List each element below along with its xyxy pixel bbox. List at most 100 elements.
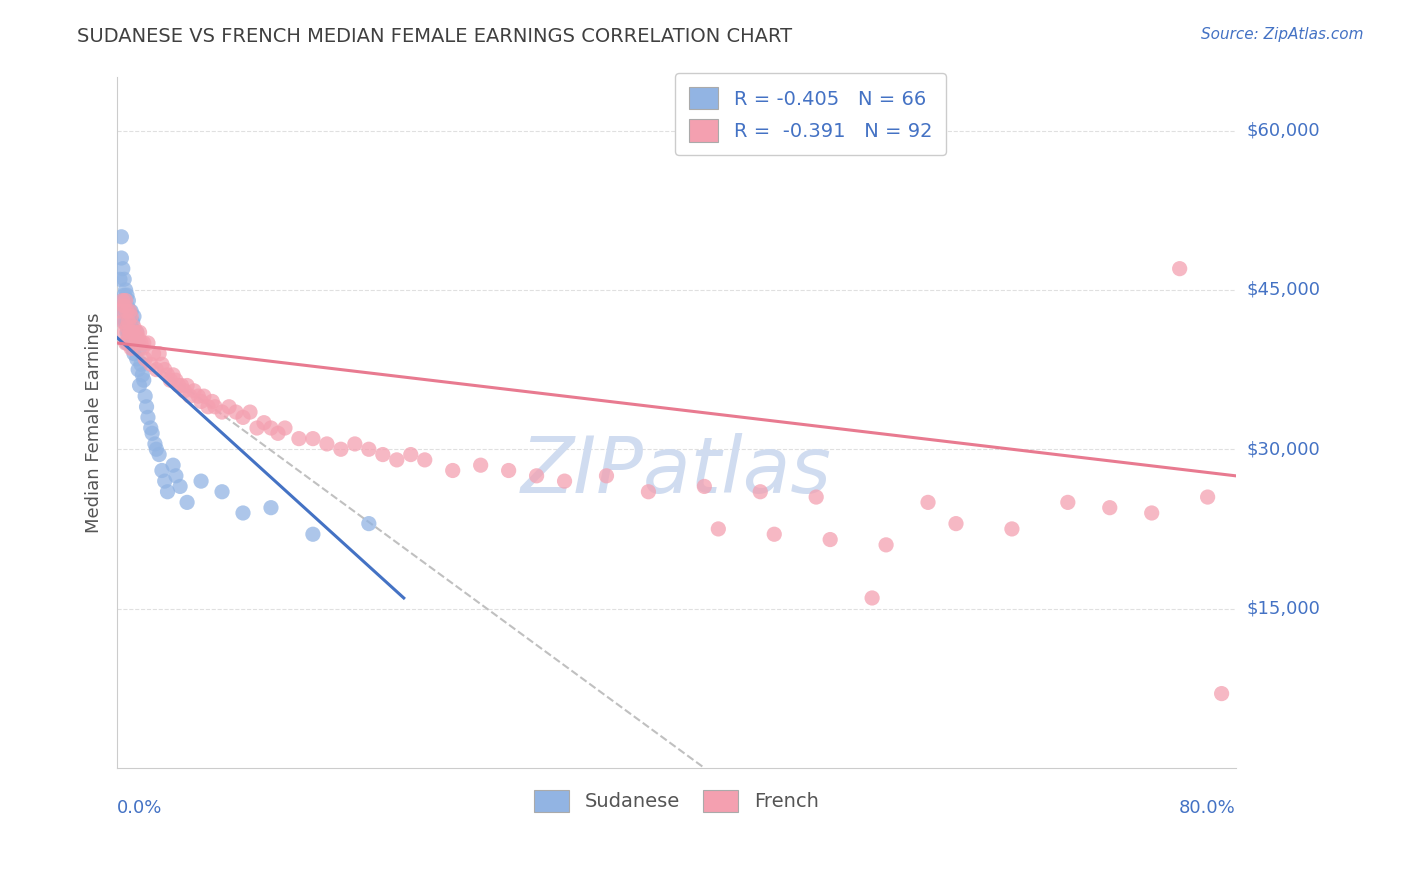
Point [875,538,897,552]
Point [169,479,191,493]
Point [110,229,132,244]
Point [267,426,290,441]
Point [118,304,141,318]
Point [128,378,150,392]
Point [121,342,143,356]
Text: $30,000: $30,000 [1247,441,1320,458]
Point [111,261,134,276]
Point [150,463,173,477]
Point [470,458,492,473]
Point [357,516,380,531]
Point [115,299,138,313]
Point [190,394,212,409]
Point [111,293,134,308]
Point [818,533,841,547]
Point [117,293,139,308]
Point [187,389,209,403]
Point [176,378,198,392]
Point [162,458,184,473]
Point [121,326,143,340]
Point [156,368,179,382]
Text: $45,000: $45,000 [1247,281,1320,299]
Point [197,400,219,414]
Point [120,304,142,318]
Point [111,315,134,329]
Point [148,346,170,360]
Point [526,468,548,483]
Point [121,326,143,340]
Point [115,288,138,302]
Point [136,410,159,425]
Point [120,336,142,351]
Point [260,500,283,515]
Point [595,468,617,483]
Point [329,442,352,457]
Point [134,351,156,366]
Point [357,442,380,457]
Point [122,346,145,360]
Point [945,516,967,531]
Point [1098,500,1121,515]
Point [112,272,135,286]
Point [749,484,772,499]
Point [120,310,142,324]
Point [399,448,422,462]
Point [806,490,828,504]
Point [1211,687,1233,701]
Point [112,326,135,340]
Point [122,326,145,340]
Point [498,463,520,477]
Point [115,315,138,329]
Point [343,437,366,451]
Point [115,320,138,334]
Point [108,272,131,286]
Point [201,394,224,409]
Point [1168,261,1191,276]
Point [117,331,139,345]
Text: 0.0%: 0.0% [117,798,163,816]
Point [150,357,173,371]
Point [114,293,136,308]
Point [274,421,297,435]
Point [114,315,136,329]
Point [170,378,193,392]
Point [131,368,153,382]
Point [204,400,226,414]
Point [110,251,132,265]
Point [693,479,716,493]
Point [124,336,146,351]
Point [148,448,170,462]
Point [110,304,132,318]
Point [139,421,162,435]
Point [162,368,184,382]
Point [135,400,157,414]
Point [173,384,195,398]
Point [127,331,149,345]
Point [763,527,786,541]
Point [125,351,148,366]
Point [637,484,659,499]
Point [134,389,156,403]
Point [129,357,152,371]
Point [218,400,240,414]
Point [111,293,134,308]
Point [385,453,408,467]
Point [141,426,163,441]
Point [125,326,148,340]
Point [179,389,201,403]
Point [118,326,141,340]
Point [193,389,215,403]
Point [554,474,576,488]
Point [136,336,159,351]
Text: $60,000: $60,000 [1247,121,1320,139]
Point [315,437,337,451]
Point [117,304,139,318]
Point [118,331,141,345]
Point [112,288,135,302]
Point [117,310,139,324]
Point [153,362,176,376]
Point [115,326,138,340]
Point [159,373,181,387]
Point [145,442,167,457]
Point [122,310,145,324]
